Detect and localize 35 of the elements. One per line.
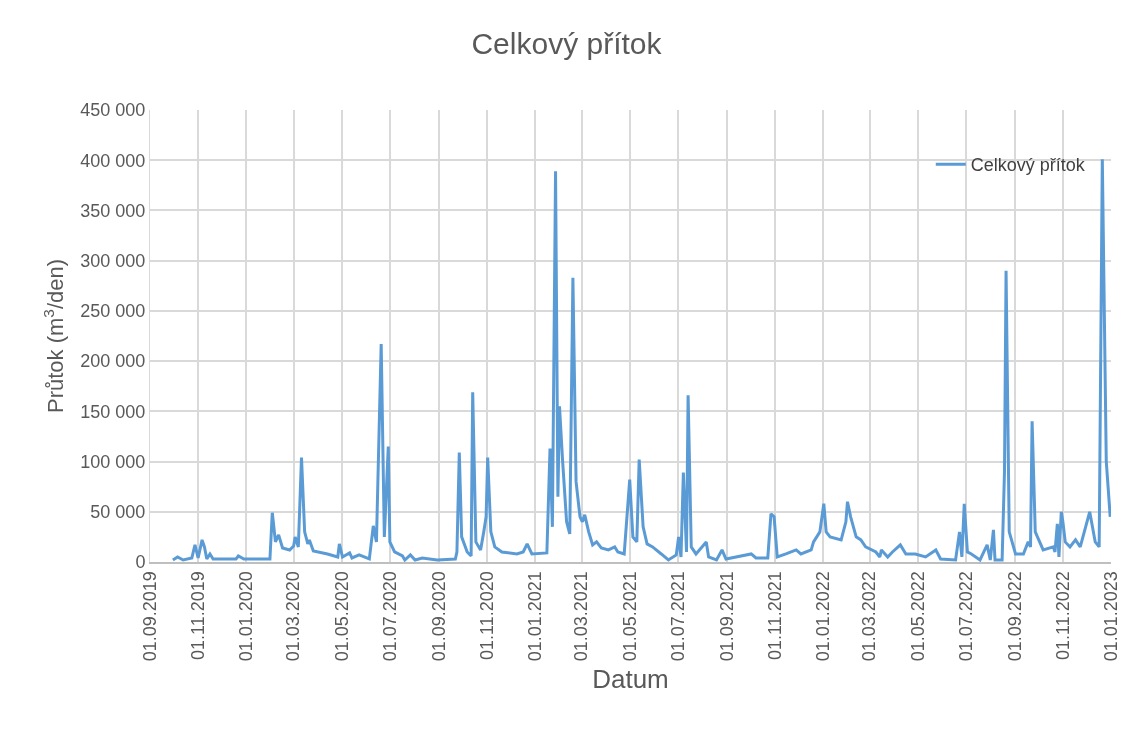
x-axis-title: Datum (592, 664, 669, 695)
x-tick-label: 01.03.2022 (859, 571, 880, 662)
y-tick-label: 400 000 (80, 150, 146, 171)
x-tick-label: 01.09.2021 (716, 571, 737, 662)
x-tick-label: 01.09.2020 (428, 571, 449, 662)
x-tick-label: 01.09.2022 (1004, 571, 1025, 662)
x-tick-label: 01.07.2022 (955, 571, 976, 662)
line-series (171, 157, 1111, 562)
y-tick-label: 450 000 (80, 100, 146, 121)
y-tick-label: 350 000 (80, 200, 146, 221)
legend-label: Celkový přítok (970, 155, 1086, 176)
x-tick-label: 01.05.2021 (619, 571, 640, 662)
x-tick-label: 01.09.2019 (139, 571, 160, 662)
x-tick-label: 01.07.2021 (667, 571, 688, 662)
x-tick-label: 01.11.2020 (476, 571, 497, 660)
chart-title: Celkový přítok (471, 27, 663, 61)
x-tick-label: 01.11.2019 (187, 571, 208, 660)
y-tick-label: 0 (135, 552, 146, 573)
x-tick-label: 01.05.2022 (907, 571, 928, 662)
y-tick-label: 100 000 (80, 451, 146, 472)
x-tick-label: 01.05.2020 (331, 571, 352, 662)
x-tick-label: 01.07.2020 (379, 571, 400, 662)
x-tick-label: 01.01.2021 (524, 571, 545, 662)
x-tick-label: 01.01.2020 (236, 571, 257, 662)
x-tick-label: 01.03.2021 (571, 571, 592, 662)
x-tick-label: 01.03.2020 (283, 571, 304, 662)
x-tick-label: 01.01.2022 (812, 571, 833, 662)
x-tick-label: 01.11.2021 (764, 571, 785, 660)
y-tick-label: 300 000 (80, 250, 146, 271)
x-tick-label: 01.01.2023 (1100, 571, 1121, 662)
y-tick-label: 150 000 (80, 401, 146, 422)
x-tick-label: 01.11.2022 (1052, 571, 1073, 660)
y-tick-label: 50 000 (90, 502, 146, 523)
y-tick-label: 200 000 (80, 351, 146, 372)
y-tick-label: 250 000 (80, 301, 146, 322)
